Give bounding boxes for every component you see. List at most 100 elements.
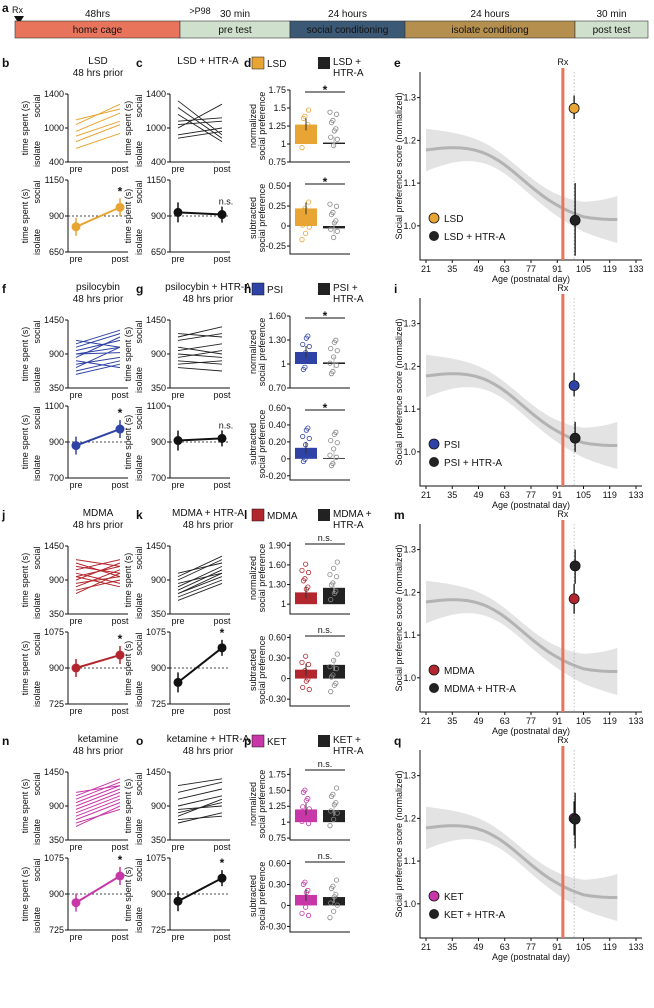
d-norm-point-0-1-6 — [328, 119, 335, 126]
c-bot-post-0: post — [213, 254, 231, 264]
e-axes-3 — [419, 750, 642, 939]
d-sub-ticklabel-3-1: 0.30 — [268, 879, 286, 889]
d-sub-point-3-1-6 — [328, 885, 335, 892]
d-sub-axes-1 — [289, 408, 350, 481]
e-yticklabel-0-0: 1.0 — [403, 221, 416, 231]
c-subject-line-0-6 — [177, 100, 223, 136]
d-legend-swatch-drug-1 — [251, 282, 265, 296]
d-legend-htr1-2: MDMA + — [333, 509, 372, 520]
c-bot-ticklabel-2-0: 1075 — [146, 627, 166, 637]
e-xticklabel-1-8: 133 — [628, 490, 643, 500]
panel-letter-l: l — [244, 508, 247, 522]
d-legend-htr1-3: KET + — [333, 735, 361, 746]
c-bot-post-2: post — [213, 706, 231, 716]
e-xticklabel-1-7: 119 — [603, 490, 617, 500]
e-point-htr-3 — [569, 813, 581, 825]
d-norm-point-1-1-8 — [334, 348, 340, 354]
d-norm-ticklabel-0-4: 0.75 — [268, 157, 286, 167]
b-top-pre-0: pre — [69, 164, 82, 174]
d-norm-star-0: * — [323, 83, 328, 97]
timeline-phase-label-0: home cage — [73, 25, 123, 36]
d-norm-point-3-0-8 — [306, 806, 312, 812]
d-sub-point-2-0-3 — [300, 684, 306, 691]
c-bot-ylabel-1: time spent (s) — [123, 415, 133, 470]
b-subject-line-3-10 — [75, 785, 121, 793]
e-curve-3 — [425, 824, 618, 899]
b-top-pre-1: pre — [69, 390, 82, 400]
b-top-ticklabel-0-2: 400 — [49, 157, 64, 167]
d-norm-ticklabel-0-3: 1 — [281, 139, 286, 149]
c-top-ticklabel-2-0: 1450 — [146, 541, 166, 551]
d-norm-ticklabel-3-4: 0.75 — [268, 833, 286, 843]
c-subject-line-1-5 — [177, 346, 223, 355]
e-rx-label-1: Rx — [557, 283, 568, 293]
d-norm-ticklabel-2-2: 1.30 — [268, 580, 286, 590]
c-bot-isolate-0: isolate — [134, 229, 144, 255]
b-mean-post-0 — [115, 202, 125, 212]
c-bot-social-1: social — [134, 406, 144, 429]
b-subject-line-3-3 — [75, 781, 121, 800]
c-top-ylabel-1: time spent (s) — [123, 327, 133, 382]
timeline-p98-label: >P98 — [189, 6, 210, 16]
c-subject-line-1-4 — [177, 333, 223, 338]
b-top-ticklabel-1-0: 1450 — [44, 315, 64, 325]
timeline-phase-4 — [574, 20, 649, 39]
b-top-ticklabel-2-1: 900 — [49, 575, 64, 585]
d-sub-ticklabel-1-0: 0.60 — [268, 403, 286, 413]
b-mean-line-1 — [75, 428, 121, 447]
d-sub-point-3-1-0 — [327, 914, 333, 921]
d-norm-point-2-0-3 — [300, 592, 306, 599]
b-top-ticklabel-3-1: 900 — [49, 801, 64, 811]
b-subject-line-0-4 — [75, 132, 121, 149]
e-xticklabel-1-4: 77 — [526, 490, 536, 500]
d-sub-point-0-0-0 — [299, 237, 305, 243]
d-sub-ticklabel-1-3: 0 — [281, 454, 286, 464]
d-sub-point-2-1-6 — [328, 674, 335, 680]
b-mean-post-2 — [115, 650, 125, 660]
c-star-2: * — [220, 626, 225, 640]
b-bot-post-1: post — [111, 480, 129, 490]
b-top-ticklabel-1-2: 350 — [49, 383, 64, 393]
panel-letter-j: j — [1, 508, 5, 522]
d-norm-star-1: * — [323, 309, 328, 323]
b-subject-line-2-6 — [75, 562, 121, 581]
d-sub-point-0-0-3 — [300, 222, 306, 228]
b-top-ticklabel-0-0: 1400 — [44, 89, 64, 99]
b-bot-ticklabel-1-2: 700 — [49, 473, 64, 483]
c-mean-pre-3 — [173, 896, 183, 906]
d-norm-axes-3 — [289, 768, 350, 841]
c-subject-line-3-4 — [177, 795, 223, 807]
panel-letter-d: d — [244, 56, 251, 70]
drug-hours-2: 48 hrs prior — [73, 520, 124, 531]
b-bot-ticklabel-2-0: 1075 — [44, 627, 64, 637]
b-top-isolate-1: isolate — [32, 367, 42, 393]
e-yticklabel-1-3: 1.3 — [403, 319, 416, 329]
c-mean-pre-1 — [173, 436, 183, 446]
b-mean-line-2 — [75, 654, 121, 669]
b-mean-post-3 — [115, 871, 125, 881]
d-legend-drug-2: MDMA — [267, 511, 298, 522]
d-legend-drug-0: LSD — [267, 59, 286, 70]
e-point-drug-1 — [568, 380, 580, 391]
e-yticklabel-1-0: 1.0 — [403, 447, 416, 457]
c-mean-post-1 — [217, 433, 227, 443]
e-curve-1 — [425, 372, 618, 447]
c-top-ticklabel-2-1: 900 — [151, 575, 166, 585]
e-yticklabel-1-1: 1.1 — [403, 404, 416, 414]
c-subject-line-2-4 — [177, 569, 223, 591]
e-yticklabel-2-3: 1.3 — [403, 545, 416, 555]
c-subject-line-1-2 — [177, 343, 223, 352]
d-sub-ylabel1-0: subtracted — [248, 197, 258, 239]
c-subject-line-0-7 — [177, 103, 223, 129]
d-sub-point-3-0-4 — [303, 904, 309, 910]
d-norm-point-3-0-5 — [305, 820, 312, 827]
c-mean-line-0 — [177, 211, 223, 216]
d-norm-ylabel1-3: normalized — [248, 782, 258, 826]
b-subject-line-2-9 — [75, 572, 121, 595]
d-sub-ticklabel-2-2: 0 — [281, 674, 286, 684]
e-ylabel-1: Social preference score (normalized) — [394, 318, 404, 465]
d-norm-point-1-1-7 — [331, 339, 337, 345]
c-top-ticklabel-3-2: 350 — [151, 835, 166, 845]
drug-title-2: MDMA — [83, 508, 114, 519]
